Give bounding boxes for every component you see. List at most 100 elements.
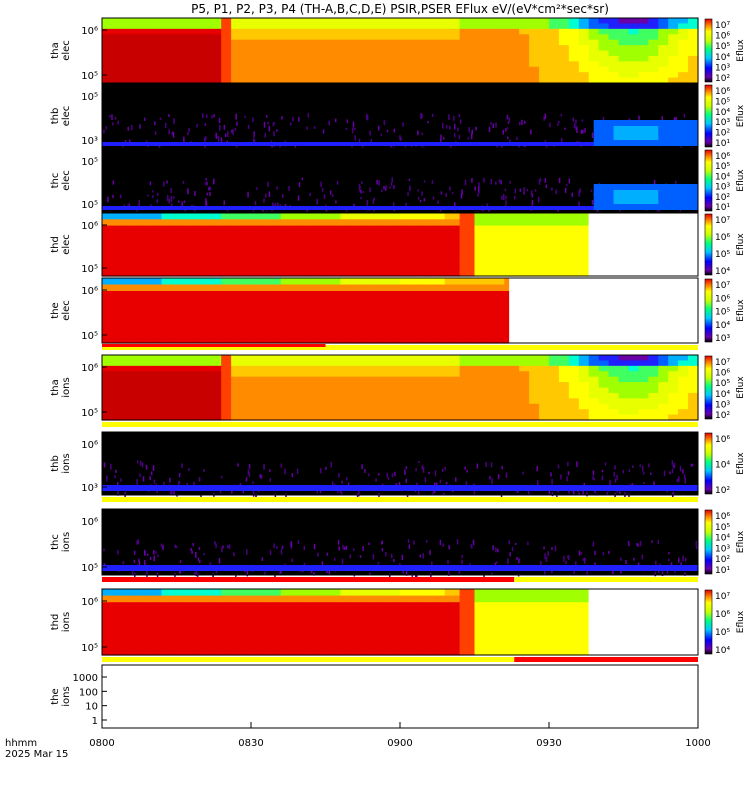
spectrogram-cell [409, 61, 421, 68]
spectrogram-cell [236, 330, 252, 338]
spectrogram-cell [191, 291, 207, 299]
noise-speck [489, 476, 491, 480]
noise-speck [236, 121, 238, 126]
spectrogram-cell [370, 365, 381, 372]
spectrogram-cell [568, 61, 580, 68]
spectrogram-cell [241, 72, 252, 79]
spectrogram-cell [519, 72, 530, 79]
noise-speck [544, 178, 547, 183]
spectrogram-cell [688, 360, 699, 367]
spectrogram-cell [439, 66, 451, 73]
spectrogram-cell [300, 414, 312, 421]
panel-label: thaions [50, 377, 72, 397]
spectrogram-cell [618, 28, 630, 35]
spectrogram-cell [340, 45, 351, 52]
noise-speck [573, 123, 576, 129]
spectrogram-cell [534, 589, 550, 597]
spectrogram-cell [678, 392, 689, 399]
colorbar-tick-label: 10² [715, 74, 730, 84]
spectrogram-cell [390, 414, 401, 421]
spectrogram-cell [241, 387, 252, 394]
spectrogram-cell [688, 39, 699, 46]
spectrogram-cell [161, 628, 178, 636]
spectrogram-cell [439, 414, 451, 421]
spectrogram-cell [504, 304, 510, 312]
spectrogram-cell [241, 414, 252, 421]
spectrogram-cell [638, 414, 649, 421]
spectrogram-cell [534, 628, 550, 636]
noise-speck [345, 545, 348, 550]
spectrogram-cell [409, 376, 421, 383]
spectrogram-cell [290, 398, 302, 405]
spectrogram-cell [489, 269, 505, 277]
spectrogram-cell [270, 50, 282, 57]
spectrogram-cell [519, 244, 535, 252]
spectrogram-cell [459, 589, 476, 597]
spectrogram-cell [280, 648, 297, 656]
spectrogram-cell [191, 263, 207, 271]
spectrogram-cell [400, 244, 416, 252]
colorbar-tick-label: 10⁶ [715, 294, 730, 304]
noise-speck [194, 190, 196, 196]
spectrogram-cell [489, 61, 500, 68]
spectrogram-cell [489, 635, 505, 643]
spectrogram-cell [504, 595, 520, 603]
noise-speck [457, 127, 459, 132]
spectrogram-cell [370, 336, 386, 344]
spectrogram-cell [280, 72, 292, 79]
spectrogram-cell [270, 77, 282, 84]
spectrogram-cell [131, 250, 148, 258]
spectrogram-cell [290, 50, 302, 57]
spectrogram-cell [161, 387, 173, 394]
spectrogram-cell [499, 392, 510, 399]
spectrogram-cell [295, 219, 312, 227]
noise-speck [684, 477, 686, 484]
spectrogram-cell [489, 310, 505, 318]
noise-speck [119, 194, 122, 199]
noise-speck [375, 478, 377, 482]
spectrogram-cell [400, 231, 416, 239]
spectrogram-cell [221, 376, 232, 383]
x-tick-label: 1000 [685, 738, 710, 749]
spectrogram-cell [236, 595, 252, 603]
noise-speck [313, 543, 316, 550]
spectrogram-cell [325, 213, 341, 220]
spectrogram-cell [469, 360, 481, 367]
noise-speck [263, 198, 265, 203]
noise-speck [245, 477, 248, 482]
spectrogram-cell [265, 291, 282, 299]
spectrogram-cell [221, 323, 237, 331]
spectrogram-cell [320, 66, 332, 73]
spectrogram-cell [201, 355, 212, 362]
spectrogram-cell [504, 219, 520, 227]
spectrogram-cell [588, 365, 600, 372]
spectrogram-cell [191, 409, 202, 416]
spectrogram-cell [409, 18, 421, 25]
spectrogram-cell [320, 398, 332, 405]
noise-speck [429, 550, 431, 556]
spectrogram-cell [439, 72, 451, 79]
spectrogram-cell [429, 365, 441, 372]
spectrogram-cell [236, 213, 252, 220]
spectrogram-cell [176, 622, 192, 630]
spectrogram-cell [414, 317, 431, 325]
noise-speck [193, 571, 196, 575]
spectrogram-cell [400, 66, 411, 73]
spectrogram-cell [241, 392, 252, 399]
colorbar-tick-label: 10³ [715, 183, 730, 193]
noise-speck [133, 550, 136, 555]
colorbar-tick-label: 10⁷ [715, 358, 730, 368]
noise-speck [280, 463, 283, 468]
spectrogram-cell [340, 257, 356, 264]
spectrogram-cell [563, 648, 580, 656]
spectrogram-cell [658, 365, 669, 372]
spectrogram-cell [370, 257, 386, 264]
panel-frame [101, 277, 699, 344]
spectrogram-cell [578, 602, 589, 610]
spectrogram-cell [638, 376, 649, 383]
spectrogram-cell [236, 263, 252, 271]
spectrogram-cell [102, 39, 113, 46]
spectrogram-cell [688, 382, 699, 389]
spectrogram-cell [504, 317, 510, 325]
